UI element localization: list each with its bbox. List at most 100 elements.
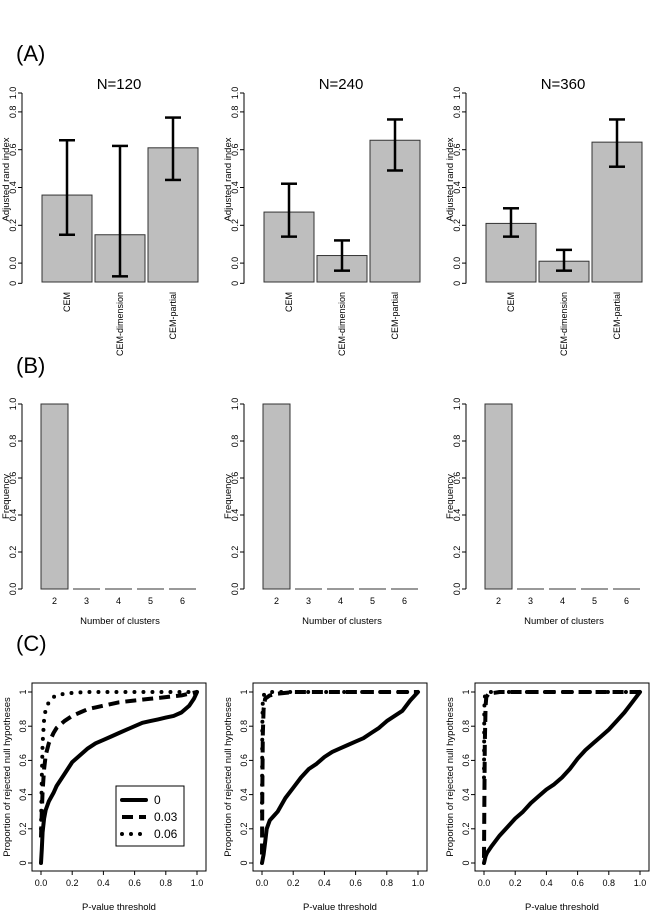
y-tick-label: 0.6 (230, 472, 240, 485)
y-tick-label: 0.8 (8, 435, 18, 448)
x-category-label: CEM-dimension (115, 292, 125, 356)
x-tick-label: 0.8 (381, 878, 394, 888)
x-category-label: 3 (84, 596, 89, 606)
y-tick-label: 0.0 (8, 257, 18, 270)
x-category-label: 4 (116, 596, 121, 606)
y-tick-label: 1.0 (8, 398, 18, 411)
y-tick-label: 0.4 (8, 181, 18, 194)
series-line-0-06 (482, 690, 642, 780)
y-tick-label: 0.0 (452, 257, 462, 270)
y-tick-label: 0.4 (230, 509, 240, 522)
y-tick-label: 0.4 (18, 788, 28, 801)
x-tick-label: 0.6 (349, 878, 362, 888)
panel-label-c: (C) (16, 631, 47, 656)
bar (40, 403, 69, 590)
x-category-label: 6 (180, 596, 185, 606)
y-tick-label: 0.8 (230, 435, 240, 448)
y-tick-label: 0.6 (8, 143, 18, 156)
y-tick-label: 0.8 (452, 106, 462, 119)
panel-label-b: (B) (16, 353, 45, 378)
series-line-0-03 (39, 690, 198, 838)
x-tick-label: 0.4 (540, 878, 553, 888)
y-tick-label: 1.0 (8, 87, 18, 100)
chart-title: N=240 (319, 76, 364, 93)
y-tick-label: 0.2 (452, 546, 462, 559)
series-line-0-06 (260, 690, 420, 814)
y-tick-label: 0.2 (18, 823, 28, 836)
y-tick-label: 0.2 (230, 219, 240, 232)
x-axis-title: P-value threshold (525, 902, 599, 913)
x-category-label: 3 (528, 596, 533, 606)
plot-frame (252, 682, 428, 872)
chart-c-1: 0.0 0.2 0.4 0.6 0.8 1.0 P-value threshold 0 0.2 0… (2, 682, 207, 913)
y-tick-label: 0.0 (8, 583, 18, 596)
x-axis-title: P-value threshold (303, 902, 377, 913)
x-category-label: 5 (370, 596, 375, 606)
chart-c-2: 0.0 0.2 0.4 0.6 0.8 1.0 P-value threshold 0 0.2 0… (223, 682, 428, 913)
y-tick-label: 0.4 (239, 788, 249, 801)
y-tick-label: 0.6 (452, 143, 462, 156)
charts-layer: N=120 0 0.0 0.2 0.4 0.6 0.8 1.0 Adjusted rand in… (1, 76, 650, 913)
x-category-label: 3 (306, 596, 311, 606)
y-tick-label: 0.4 (461, 788, 471, 801)
x-category-label: CEM-partial (612, 292, 622, 340)
legend-label: 0 (154, 793, 161, 807)
x-tick-label: 0.0 (256, 878, 269, 888)
y-tick-label: 1.0 (230, 87, 240, 100)
chart-title: N=120 (97, 76, 142, 93)
x-tick-label: 0.0 (35, 878, 48, 888)
panel-label-a: (A) (16, 41, 45, 66)
x-tick-label: 0.2 (66, 878, 79, 888)
plot-frame (474, 682, 650, 872)
y-tick-label: 0.0 (230, 257, 240, 270)
x-category-label: CEM-dimension (559, 292, 569, 356)
x-category-label: CEM-partial (390, 292, 400, 340)
x-axis-title: P-value threshold (82, 902, 156, 913)
y-tick-label: 0.6 (452, 472, 462, 485)
y-tick-label: 1 (461, 689, 471, 694)
y-tick-label: 0.2 (8, 546, 18, 559)
chart-c-3: 0.0 0.2 0.4 0.6 0.8 1.0 P-value threshold 0 0.2 0… (445, 682, 650, 913)
x-category-label: 4 (560, 596, 565, 606)
x-tick-label: 0.4 (97, 878, 110, 888)
x-category-label: 5 (148, 596, 153, 606)
chart-a-3: N=360 0 0.0 0.2 0.4 0.6 0.8 1.0 Adjusted rand in… (445, 76, 643, 356)
y-tick-label: 0.0 (452, 583, 462, 596)
x-category-label: 6 (402, 596, 407, 606)
legend: 0 0.03 0.06 (115, 785, 185, 847)
legend-label: 0.03 (154, 810, 178, 824)
y-tick-label: 0.8 (452, 435, 462, 448)
x-tick-label: 1.0 (412, 878, 425, 888)
x-category-label: 6 (624, 596, 629, 606)
series-line-0 (482, 690, 642, 865)
x-tick-label: 0.2 (509, 878, 522, 888)
y-tick-label: 0 (8, 281, 18, 286)
series-line-0 (39, 690, 199, 865)
x-tick-label: 0.4 (318, 878, 331, 888)
y-tick-label: 0.6 (8, 472, 18, 485)
series-line-0-06 (39, 690, 199, 831)
y-tick-label: 0.8 (461, 720, 471, 733)
y-tick-label: 1.0 (452, 87, 462, 100)
y-tick-label: 0.4 (452, 181, 462, 194)
chart-a-2: N=240 0 0.0 0.2 0.4 0.6 0.8 1.0 Adjusted rand in… (223, 76, 421, 356)
x-category-label: CEM (284, 292, 294, 312)
y-tick-label: 0.6 (461, 754, 471, 767)
y-tick-label: 0.6 (239, 754, 249, 767)
x-tick-label: 0.6 (571, 878, 584, 888)
y-tick-label: 1 (18, 689, 28, 694)
x-tick-label: 0.2 (287, 878, 300, 888)
y-tick-label: 0.8 (239, 720, 249, 733)
y-tick-label: 0 (18, 860, 28, 865)
y-tick-label: 0 (452, 281, 462, 286)
x-axis-title: Number of clusters (80, 616, 160, 627)
bar (262, 403, 291, 590)
x-tick-label: 0.8 (160, 878, 173, 888)
chart-b-2: 0.0 0.2 0.4 0.6 0.8 1.0 Frequency 2 3 4 5 6 Number o… (223, 398, 418, 627)
y-tick-label: 0.2 (230, 546, 240, 559)
y-tick-label: 1.0 (452, 398, 462, 411)
legend-label: 0.06 (154, 827, 178, 841)
x-category-label: 4 (338, 596, 343, 606)
y-axis-title: Adjusted rand index (223, 137, 234, 221)
y-tick-label: 0 (461, 860, 471, 865)
